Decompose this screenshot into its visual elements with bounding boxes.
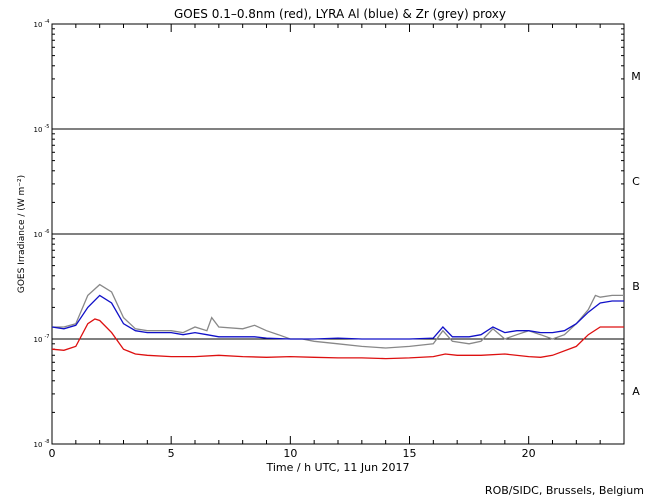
flare-class-label: M (631, 70, 641, 83)
y-tick-exponent: -4 (45, 19, 50, 25)
credit-text: ROB/SIDC, Brussels, Belgium (485, 484, 644, 497)
x-tick-label: 5 (168, 447, 175, 460)
y-tick-label: 10 (34, 21, 43, 29)
x-tick-label: 15 (403, 447, 417, 460)
y-tick-exponent: -6 (45, 229, 50, 235)
y-tick-label: 10 (34, 126, 43, 134)
y-tick-label: 10 (34, 231, 43, 239)
y-tick-label: 10 (34, 441, 43, 449)
series-line (51, 318, 624, 360)
x-tick-label: 20 (522, 447, 536, 460)
x-axis-label: Time / h UTC, 11 Jun 2017 (265, 461, 409, 474)
flare-class-label: C (632, 175, 640, 188)
series-line (51, 294, 624, 340)
x-tick-label: 10 (283, 447, 297, 460)
y-tick-exponent: -5 (45, 124, 50, 130)
flare-class-label: B (632, 280, 640, 293)
y-tick-exponent: -7 (45, 334, 50, 340)
y-axis-label: GOES Irradiance / (W m⁻²) (17, 175, 27, 293)
series-line (52, 283, 624, 349)
flare-class-label: A (632, 385, 640, 398)
x-tick-label: 0 (49, 447, 56, 460)
y-tick-exponent: -8 (45, 439, 50, 445)
chart-title: GOES 0.1–0.8nm (red), LYRA Al (blue) & Z… (174, 7, 506, 21)
y-tick-label: 10 (34, 336, 43, 344)
